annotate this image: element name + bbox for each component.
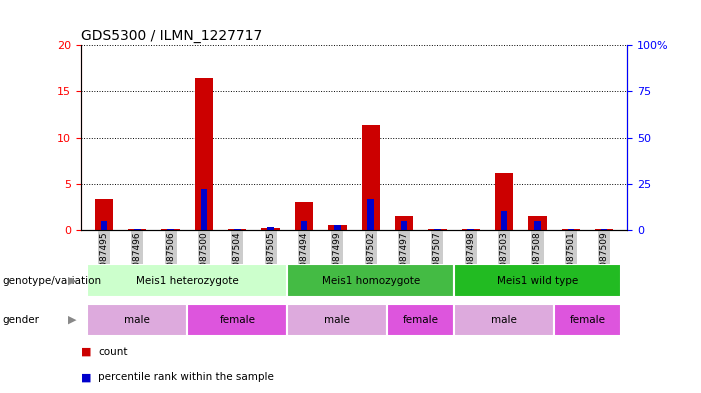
Text: Meis1 heterozygote: Meis1 heterozygote (136, 275, 238, 286)
Bar (88, 264, 287, 297)
Text: male: male (325, 315, 350, 325)
Text: GDS5300 / ILMN_1227717: GDS5300 / ILMN_1227717 (81, 29, 262, 43)
Bar (187, 304, 287, 336)
Bar (295, 202, 313, 230)
Text: male: male (124, 315, 150, 325)
Text: ■: ■ (81, 372, 91, 382)
Bar (454, 264, 620, 297)
Bar (501, 211, 508, 230)
Bar (287, 264, 454, 297)
Bar (301, 220, 307, 230)
Text: genotype/variation: genotype/variation (3, 275, 102, 286)
Text: female: female (219, 315, 255, 325)
Bar (554, 304, 620, 336)
Bar (529, 216, 547, 230)
Text: Meis1 homozygote: Meis1 homozygote (322, 275, 420, 286)
Bar (388, 304, 454, 336)
Bar (328, 225, 346, 230)
Bar (101, 220, 107, 230)
Bar (95, 198, 113, 230)
Bar (534, 220, 540, 230)
Text: Meis1 wild type: Meis1 wild type (497, 275, 578, 286)
Bar (200, 189, 207, 230)
Text: count: count (98, 347, 128, 357)
Text: male: male (491, 315, 517, 325)
Bar (454, 304, 554, 336)
Bar (287, 304, 388, 336)
Bar (334, 225, 341, 230)
Text: percentile rank within the sample: percentile rank within the sample (98, 372, 274, 382)
Text: female: female (569, 315, 606, 325)
Text: female: female (402, 315, 439, 325)
Bar (88, 304, 187, 336)
Text: ▶: ▶ (68, 315, 76, 325)
Bar (195, 77, 213, 230)
Text: ▶: ▶ (68, 275, 76, 286)
Bar (495, 173, 513, 230)
Bar (261, 228, 280, 230)
Bar (395, 216, 413, 230)
Text: gender: gender (3, 315, 40, 325)
Bar (268, 227, 274, 230)
Bar (401, 220, 407, 230)
Text: ■: ■ (81, 347, 91, 357)
Bar (362, 125, 380, 230)
Bar (367, 198, 374, 230)
